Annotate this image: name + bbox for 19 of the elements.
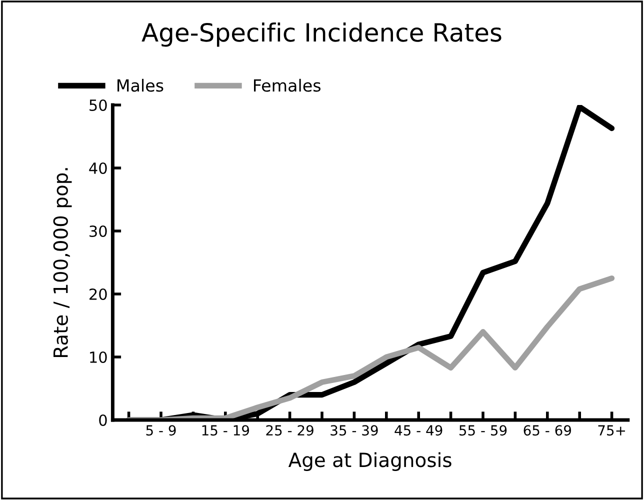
x-tick-label: 75+ [598, 425, 625, 436]
legend-label: Males [118, 78, 164, 92]
x-tick-label: 45 - 49 [394, 425, 442, 436]
y-tick-label: 10 [90, 351, 107, 364]
y-tick-label: 20 [90, 288, 107, 300]
x-tick-label: 65 - 69 [524, 425, 572, 436]
y-tick-label: 50 [90, 99, 107, 112]
x-tick-label: 5 - 9 [146, 425, 176, 436]
chart-title: Age-Specific Incidence Rates [142, 22, 502, 47]
y-axis-title: Rate / 100,000 pop. [53, 168, 72, 358]
x-axis-title: Age at Diagnosis [288, 452, 452, 472]
y-tick-label: 0 [99, 414, 107, 426]
legend-label: Females [254, 78, 320, 92]
y-tick-label: 30 [90, 225, 107, 238]
x-tick-label: 55 - 59 [459, 425, 507, 436]
x-tick-label: 25 - 29 [266, 425, 314, 436]
x-tick-label: 15 - 19 [202, 425, 250, 436]
x-tick-label: 35 - 39 [330, 425, 378, 436]
y-tick-label: 40 [89, 162, 107, 174]
